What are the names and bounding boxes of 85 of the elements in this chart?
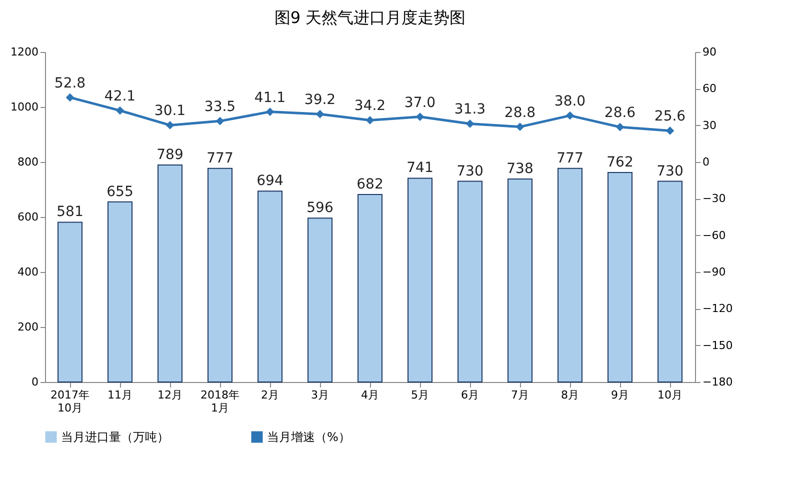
y2-tick-label: −90 xyxy=(702,266,726,278)
x-tick-label: 2018年 1月 xyxy=(200,388,240,414)
point xyxy=(316,110,324,118)
data-label: 30.1 xyxy=(154,103,186,120)
data-label: 682 xyxy=(356,176,384,192)
y2-tick-label: −120 xyxy=(702,302,733,316)
x-tick-label: 10月 xyxy=(658,388,682,402)
data-label: 655 xyxy=(106,184,134,200)
legend-label: 当月进口量（万吨） xyxy=(61,430,169,444)
y-tick-label: 600 xyxy=(18,210,38,224)
data-label: 52.8 xyxy=(54,75,86,92)
bar xyxy=(58,222,82,382)
point xyxy=(616,122,624,132)
data-label: 39.2 xyxy=(304,92,336,108)
x-tick-label: 3月 xyxy=(311,388,329,402)
legend-label: 当月增速（%） xyxy=(267,430,350,444)
data-label: 25.6 xyxy=(654,108,686,125)
x-tick-label: 8月 xyxy=(561,388,579,402)
data-label: 730 xyxy=(656,163,684,180)
x-tick-label: 7月 xyxy=(511,388,529,402)
x-tick-label: 9月 xyxy=(611,388,629,402)
y2-tick-label: −150 xyxy=(702,338,733,352)
bar xyxy=(208,168,232,382)
bar xyxy=(608,172,632,382)
data-label: 789 xyxy=(156,147,184,164)
bar xyxy=(558,168,582,382)
y2-tick-label: 0 xyxy=(702,156,710,168)
bar xyxy=(108,201,132,382)
x-tick-label: 11月 xyxy=(108,388,132,402)
point xyxy=(216,116,224,126)
data-label: 581 xyxy=(56,204,84,220)
x-tick-label: 6月 xyxy=(461,388,479,402)
y-tick-label: 800 xyxy=(18,156,38,168)
data-label: 34.2 xyxy=(354,98,386,114)
x-tick-label: 12月 xyxy=(158,388,182,402)
data-label: 28.8 xyxy=(504,104,536,121)
data-label: 42.1 xyxy=(104,88,136,105)
bar xyxy=(458,180,482,382)
data-label: 37.0 xyxy=(404,94,436,111)
data-label: 777 xyxy=(206,150,234,166)
point xyxy=(66,93,74,102)
point xyxy=(266,108,274,116)
y-tick-label: 200 xyxy=(18,320,38,334)
bar xyxy=(308,218,332,382)
x-tick-label: 5月 xyxy=(411,388,429,402)
bar xyxy=(658,180,682,382)
chart-title: 图9 天然气进口月度走势图 xyxy=(274,8,466,27)
bar xyxy=(258,190,282,382)
data-label: 730 xyxy=(456,163,484,180)
data-label: 596 xyxy=(306,200,334,216)
x-tick-label: 4月 xyxy=(361,388,379,402)
point xyxy=(566,111,574,120)
y-tick-label: 0 xyxy=(32,376,38,388)
data-label: 694 xyxy=(256,173,284,190)
point xyxy=(466,120,474,128)
data-label: 741 xyxy=(406,160,434,176)
y2-tick-label: −60 xyxy=(702,228,726,242)
point xyxy=(166,121,174,130)
data-label: 28.6 xyxy=(604,105,636,122)
y2-tick-label: 30 xyxy=(702,118,716,132)
bar xyxy=(408,178,432,382)
data-label: 762 xyxy=(606,154,634,170)
bar xyxy=(508,178,532,382)
y-tick-label: 1200 xyxy=(10,46,38,58)
data-label: 33.5 xyxy=(204,99,236,116)
data-label: 738 xyxy=(506,161,534,178)
point xyxy=(516,122,524,131)
data-label: 31.3 xyxy=(454,102,486,118)
y2-tick-label: 60 xyxy=(702,82,716,96)
y2-tick-label: 90 xyxy=(702,46,716,58)
x-tick-label: 2017年 10月 xyxy=(50,388,90,414)
point xyxy=(416,112,424,121)
point xyxy=(666,126,674,135)
data-label: 41.1 xyxy=(254,90,286,106)
bar xyxy=(358,194,382,382)
y-tick-label: 400 xyxy=(18,266,38,278)
y2-tick-label: −180 xyxy=(702,376,733,388)
point xyxy=(116,106,124,115)
y2-tick-label: −30 xyxy=(702,192,726,206)
data-label: 38.0 xyxy=(554,94,586,110)
x-tick-label: 2月 xyxy=(261,388,279,402)
bar xyxy=(158,164,182,382)
y-tick-label: 1000 xyxy=(10,100,38,114)
point xyxy=(366,116,374,124)
data-label: 777 xyxy=(556,150,584,166)
